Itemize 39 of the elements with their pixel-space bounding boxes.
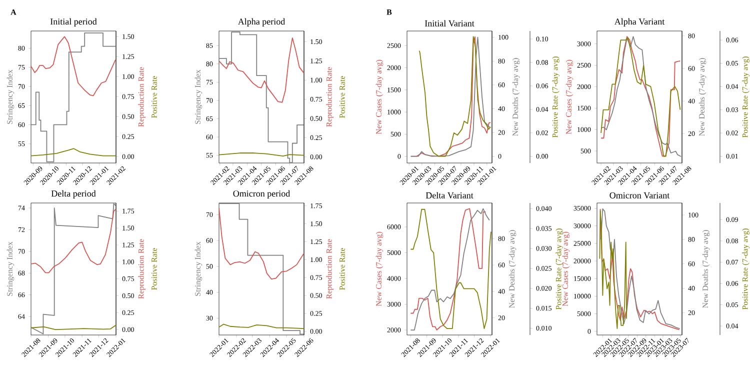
y2-axis-title: New Deaths (7-day avg) [698,58,706,136]
y3-axis-title: Positive Rate (7-day avg) [742,56,750,138]
y-axis-title: Stringency Index [194,70,202,124]
text: A [10,10,16,15]
y3-axis-title: Positive Rate [152,248,157,290]
chart-title: Initial period [50,18,97,26]
line-series [599,210,628,330]
y-axis-title: New Cases (7-day avg) [566,60,574,134]
y2-axis-title: New Deaths (7-day avg) [512,58,520,136]
y3-axis-title: Positive Rate (7-day avg) [556,228,563,310]
y3-axis-title: Positive Rate (7-day avg) [552,56,560,138]
text: B [386,10,392,15]
line-series [31,208,116,274]
y-axis-title: Stringency Index [6,242,14,296]
y-axis-title: New Cases (7-day avg) [376,232,384,306]
chart-title: Delta Variant [426,192,474,198]
y2-axis-title: Reproduction Rate [138,67,146,127]
chart-title: Omicron Variant [610,192,670,198]
line-series [31,203,116,334]
y3-axis-title: Positive Rate [152,76,157,118]
y-axis-title: New Cases (7-day avg) [376,60,384,134]
chart-title: Initial Variant [424,20,474,26]
line-series [219,37,304,103]
chart-title: Alpha Variant [614,18,665,26]
y-axis-title: Stringency Index [6,70,14,124]
y2-axis-title: Reproduction Rate [138,239,146,299]
y3-axis-title: Positive Rate (7-day avg) [742,228,750,310]
y2-axis-title: New Deaths (7-day avg) [508,230,516,308]
chart-title: Omicron period [233,190,290,198]
y2-axis-title: New Deaths (7-day avg) [702,230,710,308]
line-series [31,148,116,156]
y3-axis-title: Positive Rate [340,248,345,290]
chart-title: Alpha period [238,18,286,26]
y2-axis-title: Reproduction Rate [326,239,334,299]
y-axis-title: New Cases (7-day avg) [562,232,570,306]
y-axis-title: Stringency Index [194,242,202,296]
y2-axis-title: Reproduction Rate [326,67,334,127]
chart-title: Delta period [51,190,96,198]
y3-axis-title: Positive Rate [340,76,345,118]
